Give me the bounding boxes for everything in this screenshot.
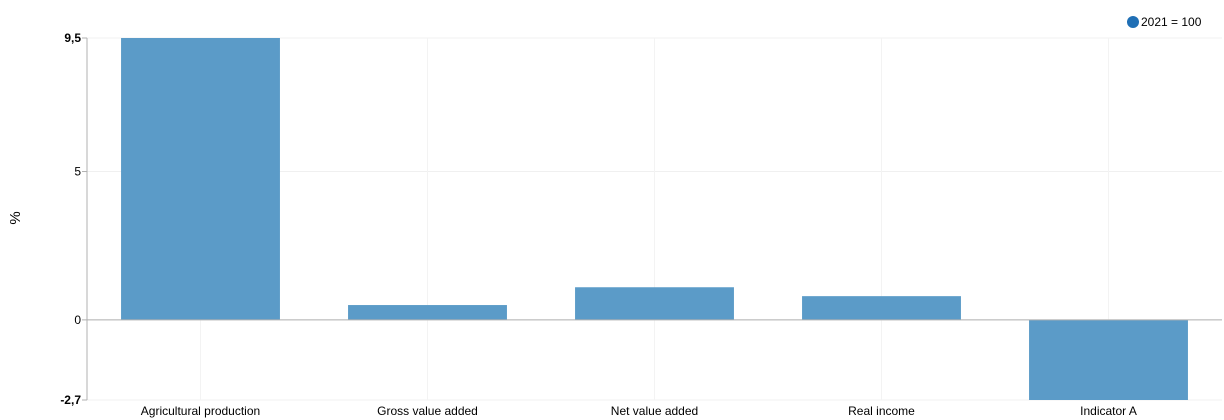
axes xyxy=(86,38,1222,400)
legend-marker xyxy=(1127,16,1139,28)
legend-label: 2021 = 100 xyxy=(1141,15,1202,29)
x-tick-label: Net value added xyxy=(611,404,698,418)
bar[interactable] xyxy=(348,305,507,320)
x-tick-label: Real income xyxy=(848,404,915,418)
x-tick-label: Indicator A xyxy=(1080,404,1137,418)
bar[interactable] xyxy=(121,38,280,320)
bar[interactable] xyxy=(802,296,961,320)
x-tick-label: Gross value added xyxy=(377,404,478,418)
bar[interactable] xyxy=(575,287,734,320)
bar[interactable] xyxy=(1029,319,1188,400)
y-axis-ticks: -2,7 0 5 9,5 xyxy=(60,31,87,407)
x-tick-label: Agricultural production xyxy=(141,404,260,418)
y-tick-label: 9,5 xyxy=(64,31,81,45)
legend[interactable]: 2021 = 100 xyxy=(1127,15,1202,29)
bars xyxy=(121,38,1188,400)
x-axis-labels: Agricultural production Gross value added… xyxy=(141,404,1137,418)
y-tick-label: -2,7 xyxy=(60,393,81,407)
y-tick-label: 0 xyxy=(74,313,81,327)
y-tick-label: 5 xyxy=(74,165,81,179)
y-axis-label: % xyxy=(7,211,24,224)
